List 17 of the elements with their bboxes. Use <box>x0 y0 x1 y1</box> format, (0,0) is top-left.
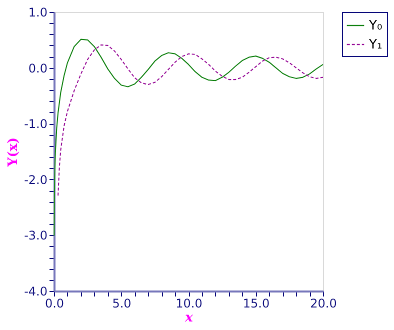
legend-label: Y₁ <box>368 38 382 52</box>
legend-label: Y₀ <box>368 18 382 34</box>
y-axis-title: Y(x) <box>6 137 22 168</box>
x-axis-title: x <box>184 310 194 326</box>
x-tick-label: 10.0 <box>176 296 202 310</box>
x-tick-label: 20.0 <box>310 296 337 310</box>
y-tick-label: -2.0 <box>24 172 48 187</box>
x-tick-label: 0.0 <box>44 296 64 310</box>
y-tick-label: -3.0 <box>24 228 48 243</box>
y-tick-label: 1.0 <box>28 6 48 20</box>
y-tick-label: -4.0 <box>24 284 48 298</box>
x-tick-label: 15.0 <box>242 296 270 310</box>
y-tick-label: 0.0 <box>28 61 48 76</box>
x-tick-label: 5.0 <box>112 296 132 310</box>
line-series <box>54 38 324 236</box>
y-tick-label: -1.0 <box>24 117 48 132</box>
line-series <box>57 44 324 196</box>
